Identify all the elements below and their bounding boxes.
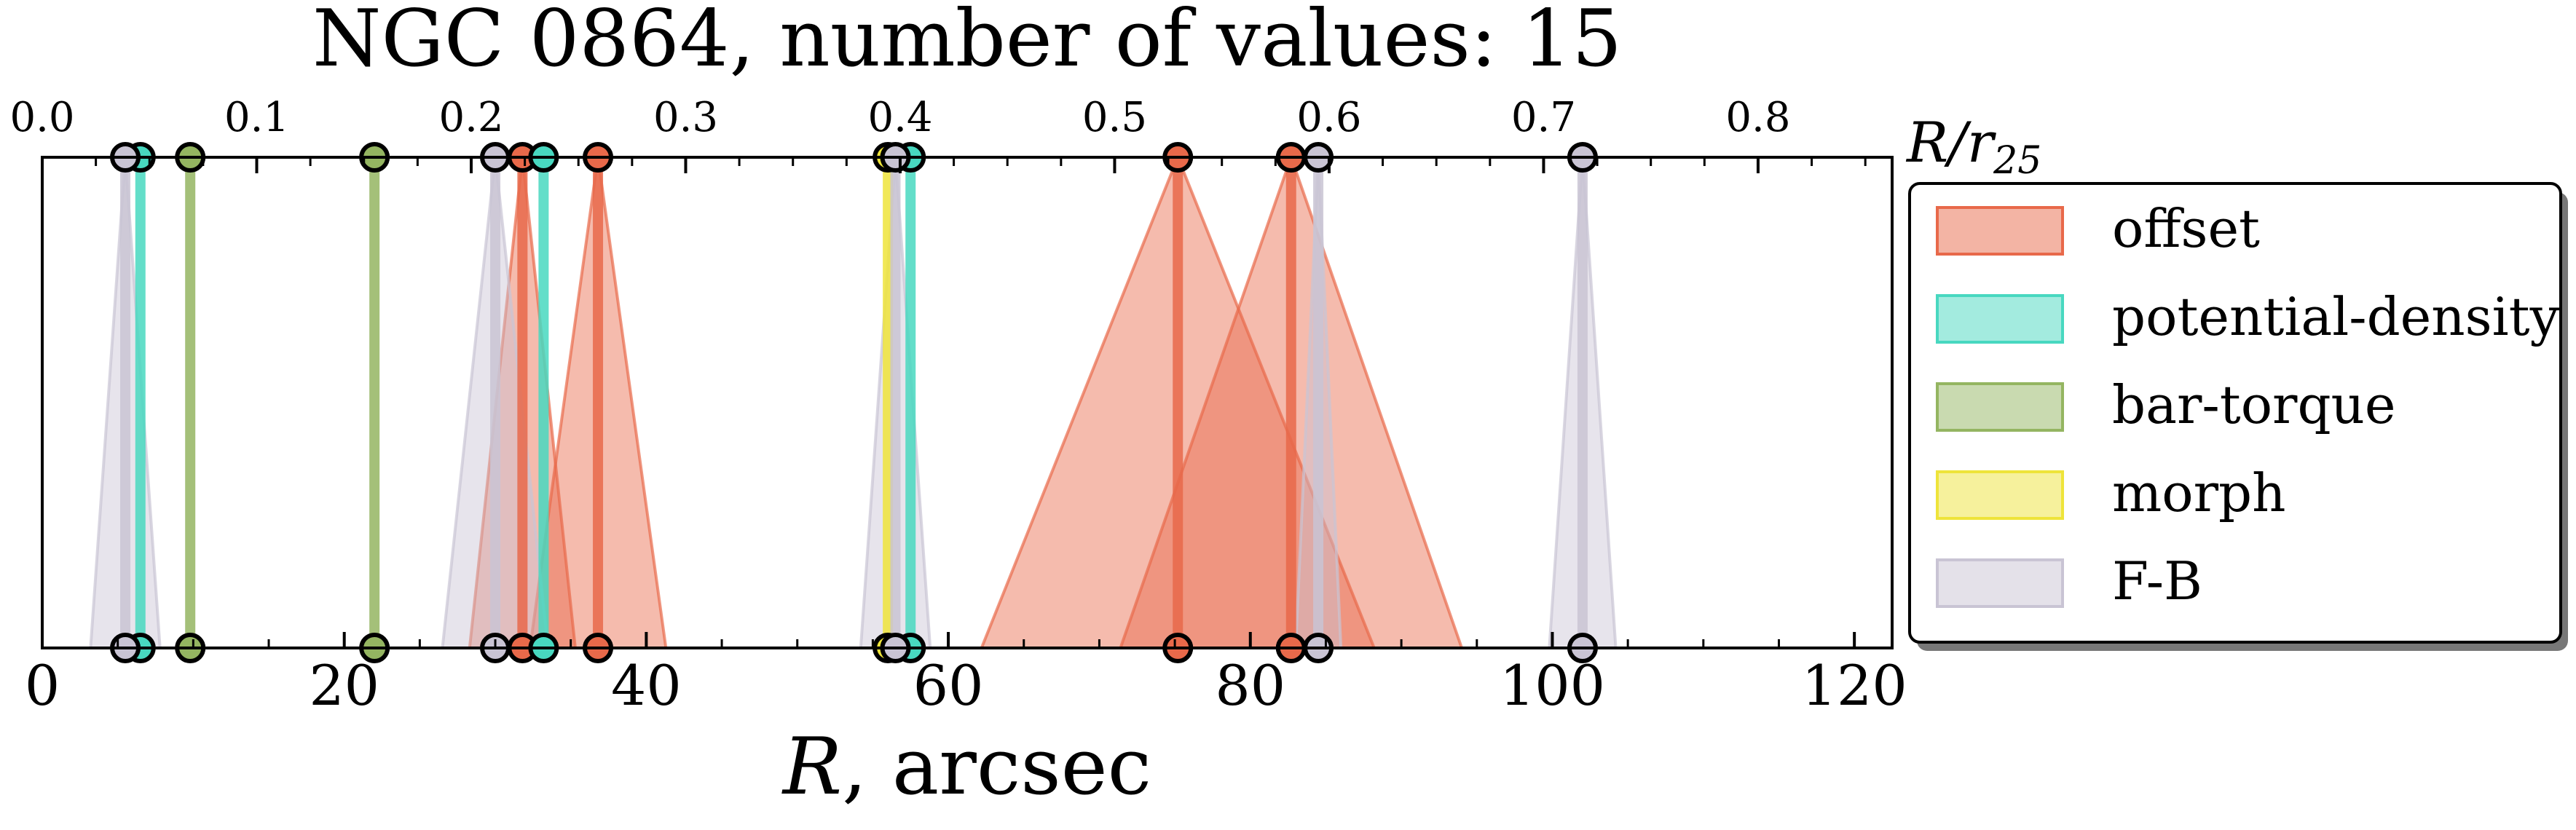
legend: offset potential-density bar-torque morph F-… (1908, 182, 2568, 651)
bottom-axis: 0 20 40 60 80 100 120 (25, 632, 1907, 718)
top-tick-label: 0.6 (1296, 94, 1361, 141)
legend-label-potential-density: potential-density (2112, 286, 2560, 347)
x-tick-label: 20 (309, 653, 379, 718)
x-axis-label-suffix: , arcsec (842, 722, 1151, 813)
x-axis-label: R, arcsec (781, 722, 1151, 813)
top-tick-label: 0.5 (1082, 94, 1147, 141)
top-tick-label: 0.7 (1511, 94, 1576, 141)
top-axis-label: R/r25 (1905, 110, 2041, 183)
legend-swatch-F-B (1936, 558, 2064, 608)
top-tick-label: 0.4 (867, 94, 932, 141)
legend-label-morph: morph (2112, 462, 2286, 523)
x-axis-label-main: R (781, 722, 842, 813)
legend-swatch-bar-torque (1936, 382, 2064, 432)
legend-swatch-potential-density (1936, 294, 2064, 344)
x-tick-label: 100 (1500, 653, 1605, 718)
legend-swatch-morph (1936, 470, 2064, 520)
top-tick-label: 0.2 (438, 94, 503, 141)
top-tick-label: 0.3 (653, 94, 718, 141)
x-tick-label: 40 (611, 653, 682, 718)
value-lines (120, 157, 1588, 648)
x-tick-label: 0 (25, 653, 60, 718)
legend-label-bar-torque: bar-torque (2112, 374, 2396, 435)
top-tick-label: 0.1 (224, 94, 289, 141)
top-tick-label: 0.0 (9, 94, 74, 141)
top-tick-label: 0.8 (1725, 94, 1790, 141)
top-axis-label-sub: 25 (1993, 139, 2041, 183)
chart-title: NGC 0864, number of values: 15 (312, 0, 1622, 84)
legend-label-F-B: F-B (2112, 550, 2202, 612)
x-tick-label: 120 (1802, 653, 1907, 718)
error-bands (89, 152, 1618, 649)
plot-frame (41, 156, 1894, 649)
top-axis-label-main: R/r (1905, 110, 1997, 175)
legend-swatch-offset (1936, 206, 2064, 256)
x-tick-label: 80 (1215, 653, 1285, 718)
legend-label-offset: offset (2112, 198, 2260, 259)
legend-box (1908, 182, 2562, 644)
top-axis: 0.0 0.1 0.2 0.3 0.4 0.5 0.6 0.7 0.8 (9, 94, 1867, 173)
x-tick-label: 60 (913, 653, 984, 718)
